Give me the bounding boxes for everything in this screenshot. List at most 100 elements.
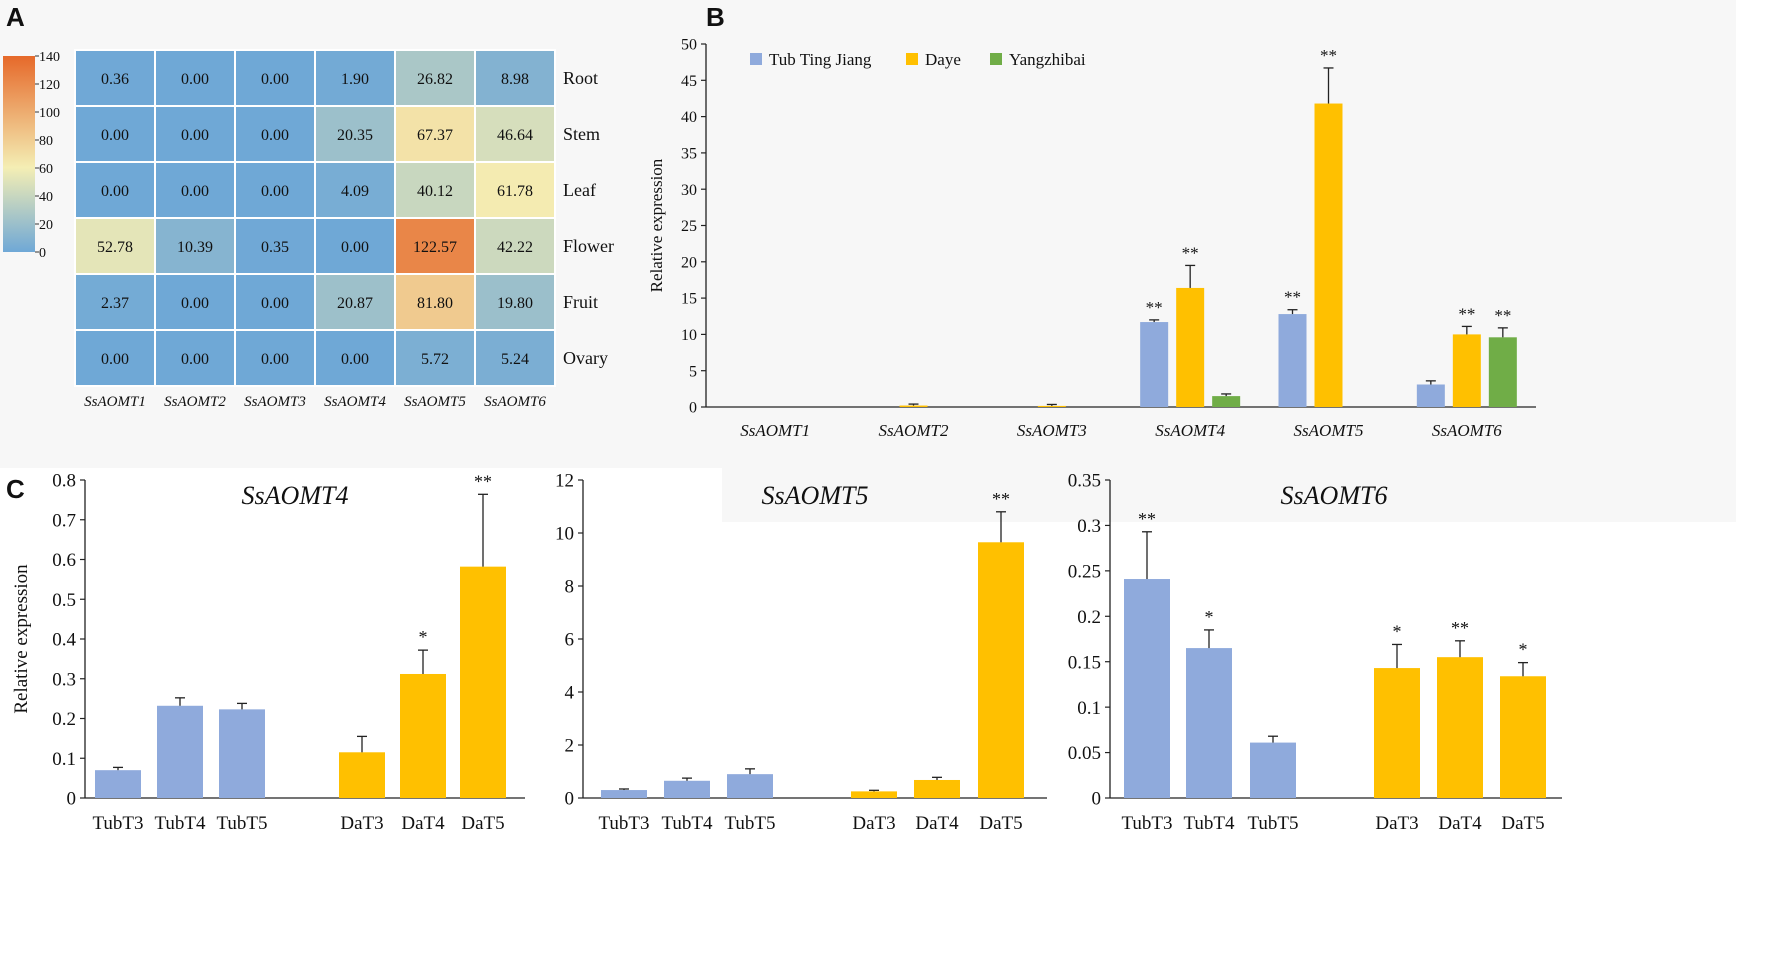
y-tick-label: 0.4: [52, 630, 76, 651]
colorbar-tick-label: 40: [39, 190, 53, 205]
heatmap-cell: [74, 217, 156, 275]
y-tick-label: 0.3: [52, 669, 76, 690]
heatmap-cell-value: 61.78: [497, 183, 533, 200]
heatmap-cell-value: 0.00: [181, 295, 209, 312]
bar: [978, 542, 1024, 798]
bar: [664, 780, 710, 798]
heatmap-cell: [394, 273, 476, 331]
heatmap-cell-value: 0.00: [101, 351, 129, 368]
x-category-label: DaT5: [979, 813, 1022, 834]
heatmap-cell: [234, 273, 316, 331]
heatmap-column-label: SsAOMT3: [244, 394, 306, 410]
heatmap-cell-value: 2.37: [101, 295, 129, 312]
significance-label: *: [1519, 640, 1528, 660]
y-tick-label: 0.1: [1077, 698, 1101, 719]
x-category-label: TubT4: [1183, 813, 1235, 834]
y-tick-label: 0.05: [1068, 743, 1101, 764]
y-tick-label: 30: [681, 182, 697, 199]
heatmap-cell-value: 0.00: [261, 71, 289, 88]
heatmap-cell: [154, 217, 236, 275]
y-tick-label: 10: [681, 327, 697, 344]
heatmap-cell: [394, 49, 476, 107]
heatmap-cell-value: 0.00: [341, 239, 369, 256]
bar: [1500, 676, 1546, 798]
heatmap-cell: [234, 217, 316, 275]
heatmap-column-label: SsAOMT2: [164, 394, 226, 410]
heatmap-cell-value: 40.12: [417, 183, 453, 200]
bar: [1488, 337, 1517, 407]
heatmap-cell: [154, 161, 236, 219]
heatmap-cell-value: 4.09: [341, 183, 369, 200]
bar: [1124, 579, 1170, 798]
colorbar: [3, 56, 35, 252]
x-category-label: TubT4: [154, 813, 206, 834]
y-tick-label: 0.1: [52, 749, 76, 770]
heatmap-cell-value: 1.90: [341, 71, 369, 88]
y-tick-label: 0.7: [52, 510, 76, 531]
bar-chart-b: 0 5 10 15 20 25 30 35 40 45 50 SsAOMT1 SsAOMT2 SsAOMT…: [647, 37, 1536, 440]
legend-swatch: [906, 53, 918, 65]
bar: [899, 405, 928, 407]
x-category-label: DaT4: [1438, 813, 1482, 834]
heatmap-row-label: Flower: [563, 236, 614, 256]
x-category-label: DaT4: [915, 813, 959, 834]
bar-chart-c-ssaomt6: 00.050.10.150.20.250.30.35**TubT3*TubT4 T…: [1068, 471, 1562, 834]
heatmap-column-label: SsAOMT6: [484, 394, 546, 410]
x-category-label: TubT5: [724, 813, 775, 834]
y-tick-label: 25: [681, 218, 697, 235]
bar: [1186, 648, 1232, 798]
y-tick-label: 0.6: [52, 550, 76, 571]
y-tick-label: 0.3: [1077, 516, 1101, 537]
heatmap-cell-value: 19.80: [497, 295, 533, 312]
heatmap-cell: [474, 329, 556, 387]
x-category-label: TubT3: [1121, 813, 1172, 834]
significance-label: **: [992, 489, 1010, 509]
colorbar-tick-label: 80: [39, 134, 53, 149]
legend-swatch: [750, 53, 762, 65]
x-category-label: TubT5: [216, 813, 267, 834]
panel-b-background: [722, 0, 1736, 522]
legend-label: Tub Ting Jiang: [769, 50, 872, 69]
heatmap-cell-value: 0.00: [181, 127, 209, 144]
y-tick-label: 10: [555, 524, 574, 545]
heatmap-cell: [154, 49, 236, 107]
x-category-label: DaT3: [340, 813, 383, 834]
heatmap-row-label: Fruit: [563, 292, 598, 312]
y-tick-label: 0.35: [1068, 471, 1101, 492]
bar: [1437, 657, 1483, 798]
bar: [1314, 103, 1343, 408]
x-category-label: SsAOMT1: [740, 421, 810, 440]
heatmap-cell: [74, 161, 156, 219]
heatmap-cell-value: 42.22: [497, 239, 533, 256]
bar: [219, 709, 265, 798]
bar-chart-c-ssaomt5: 0 2 4 6 8 10 12 TubT3 TubT4 TubT5 DaT3 DaT4 ** DaT5 Ss…: [555, 471, 1047, 834]
y-tick-label: 40: [681, 109, 697, 126]
legend-label: Daye: [925, 50, 961, 69]
legend-label: Yangzhibai: [1009, 50, 1086, 69]
heatmap-cell: [74, 329, 156, 387]
significance-label: *: [1393, 621, 1402, 641]
x-category-label: DaT3: [852, 813, 895, 834]
heatmap-column-label: SsAOMT5: [404, 394, 466, 410]
bar: [1416, 384, 1445, 407]
bar: [1250, 742, 1296, 798]
panel-label-a: A: [6, 2, 25, 32]
heatmap-cell-value: 67.37: [417, 127, 453, 144]
heatmap-cell: [394, 105, 476, 163]
y-tick-label: 5: [689, 363, 697, 380]
y-tick-label: 20: [681, 254, 697, 271]
y-tick-label: 4: [565, 683, 575, 704]
y-tick-label: 2: [565, 736, 575, 757]
heatmap-cell-value: 20.35: [337, 127, 373, 144]
heatmap-cell: [74, 49, 156, 107]
heatmap-cell-value: 26.82: [417, 71, 453, 88]
significance-label: **: [1146, 298, 1163, 317]
chart-title: SsAOMT6: [1281, 481, 1388, 510]
x-category-label: SsAOMT5: [1294, 421, 1364, 440]
x-category-label: DaT3: [1375, 813, 1418, 834]
bar: [1452, 334, 1481, 407]
heatmap-cell-value: 0.35: [261, 239, 289, 256]
heatmap-cell: [74, 105, 156, 163]
colorbar-tick-label: 20: [39, 218, 53, 233]
